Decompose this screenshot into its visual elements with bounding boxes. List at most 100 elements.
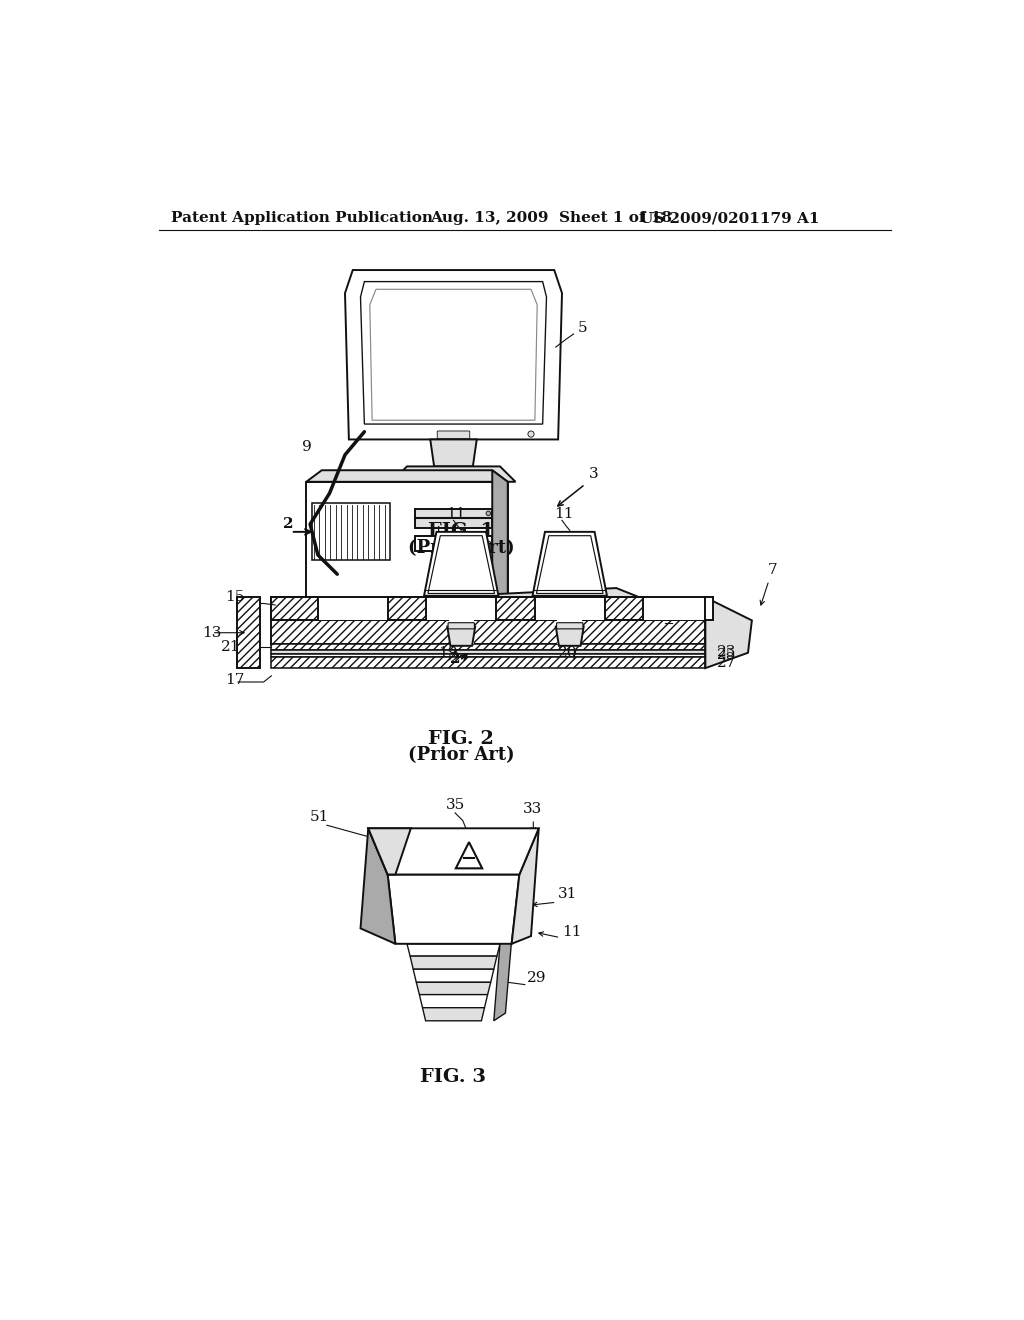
Polygon shape bbox=[410, 956, 497, 969]
Polygon shape bbox=[360, 281, 547, 424]
FancyBboxPatch shape bbox=[271, 653, 706, 657]
Polygon shape bbox=[310, 589, 640, 612]
FancyBboxPatch shape bbox=[601, 632, 617, 640]
FancyBboxPatch shape bbox=[507, 642, 523, 649]
Polygon shape bbox=[456, 842, 482, 869]
FancyBboxPatch shape bbox=[424, 623, 440, 631]
FancyBboxPatch shape bbox=[443, 623, 460, 631]
FancyBboxPatch shape bbox=[351, 642, 368, 649]
FancyBboxPatch shape bbox=[564, 642, 581, 649]
FancyBboxPatch shape bbox=[429, 642, 445, 649]
FancyBboxPatch shape bbox=[582, 632, 598, 640]
FancyBboxPatch shape bbox=[406, 623, 421, 631]
FancyBboxPatch shape bbox=[562, 632, 579, 640]
Polygon shape bbox=[423, 1007, 484, 1020]
Polygon shape bbox=[388, 874, 519, 944]
Polygon shape bbox=[420, 995, 487, 1007]
Text: 11: 11 bbox=[445, 507, 465, 521]
FancyBboxPatch shape bbox=[441, 614, 458, 622]
FancyBboxPatch shape bbox=[482, 623, 499, 631]
Polygon shape bbox=[556, 627, 584, 645]
FancyBboxPatch shape bbox=[415, 536, 493, 552]
Polygon shape bbox=[424, 532, 499, 595]
FancyBboxPatch shape bbox=[461, 614, 477, 622]
FancyBboxPatch shape bbox=[271, 649, 706, 653]
FancyBboxPatch shape bbox=[367, 623, 383, 631]
FancyBboxPatch shape bbox=[615, 614, 632, 622]
FancyBboxPatch shape bbox=[528, 651, 545, 659]
FancyBboxPatch shape bbox=[560, 623, 577, 631]
Text: 5: 5 bbox=[578, 321, 587, 335]
FancyBboxPatch shape bbox=[597, 614, 612, 622]
FancyBboxPatch shape bbox=[466, 632, 481, 640]
Text: 29: 29 bbox=[527, 972, 547, 985]
FancyBboxPatch shape bbox=[504, 632, 520, 640]
FancyBboxPatch shape bbox=[519, 614, 536, 622]
Circle shape bbox=[486, 541, 490, 545]
Text: FIG. 3: FIG. 3 bbox=[421, 1068, 486, 1086]
FancyBboxPatch shape bbox=[371, 642, 387, 649]
Text: 2: 2 bbox=[450, 652, 460, 665]
FancyBboxPatch shape bbox=[557, 623, 583, 628]
Text: 13: 13 bbox=[202, 626, 221, 640]
Text: 11: 11 bbox=[554, 507, 573, 521]
FancyBboxPatch shape bbox=[451, 651, 467, 659]
FancyBboxPatch shape bbox=[347, 623, 364, 631]
Text: (Prior Art): (Prior Art) bbox=[408, 747, 515, 764]
FancyBboxPatch shape bbox=[643, 598, 713, 619]
Polygon shape bbox=[345, 271, 562, 440]
FancyBboxPatch shape bbox=[446, 632, 463, 640]
FancyBboxPatch shape bbox=[535, 598, 604, 619]
Polygon shape bbox=[271, 620, 706, 644]
FancyBboxPatch shape bbox=[386, 623, 402, 631]
Text: 35: 35 bbox=[445, 799, 465, 812]
Text: 21: 21 bbox=[221, 640, 241, 653]
Text: FIG. 1: FIG. 1 bbox=[428, 521, 495, 540]
Text: 27: 27 bbox=[717, 656, 736, 669]
Polygon shape bbox=[494, 940, 512, 1020]
FancyBboxPatch shape bbox=[390, 642, 407, 649]
Text: US 2009/0201179 A1: US 2009/0201179 A1 bbox=[640, 211, 819, 226]
FancyBboxPatch shape bbox=[584, 642, 600, 649]
FancyBboxPatch shape bbox=[487, 642, 504, 649]
Text: 19: 19 bbox=[438, 647, 458, 660]
FancyBboxPatch shape bbox=[271, 657, 706, 668]
Polygon shape bbox=[391, 466, 515, 482]
FancyBboxPatch shape bbox=[500, 614, 516, 622]
Circle shape bbox=[486, 511, 490, 516]
FancyBboxPatch shape bbox=[502, 623, 518, 631]
FancyBboxPatch shape bbox=[412, 651, 428, 659]
FancyBboxPatch shape bbox=[426, 598, 496, 619]
FancyBboxPatch shape bbox=[449, 642, 465, 649]
FancyBboxPatch shape bbox=[470, 651, 486, 659]
FancyBboxPatch shape bbox=[427, 632, 443, 640]
Text: 31: 31 bbox=[558, 887, 578, 900]
Text: 11: 11 bbox=[562, 925, 582, 939]
FancyBboxPatch shape bbox=[449, 623, 474, 628]
FancyBboxPatch shape bbox=[580, 623, 596, 631]
FancyBboxPatch shape bbox=[402, 614, 419, 622]
FancyBboxPatch shape bbox=[349, 632, 366, 640]
Polygon shape bbox=[430, 440, 477, 466]
Text: 7: 7 bbox=[675, 610, 684, 623]
Polygon shape bbox=[306, 470, 508, 482]
Polygon shape bbox=[369, 829, 539, 874]
FancyBboxPatch shape bbox=[618, 623, 635, 631]
FancyBboxPatch shape bbox=[354, 651, 371, 659]
Text: 7: 7 bbox=[767, 564, 777, 577]
Polygon shape bbox=[306, 482, 508, 609]
FancyBboxPatch shape bbox=[271, 644, 706, 649]
Polygon shape bbox=[407, 944, 500, 956]
FancyBboxPatch shape bbox=[374, 651, 389, 659]
Polygon shape bbox=[428, 536, 495, 594]
Polygon shape bbox=[271, 597, 706, 620]
Polygon shape bbox=[706, 597, 752, 668]
Polygon shape bbox=[369, 829, 411, 874]
FancyBboxPatch shape bbox=[578, 614, 593, 622]
FancyBboxPatch shape bbox=[523, 632, 540, 640]
FancyBboxPatch shape bbox=[480, 614, 497, 622]
FancyBboxPatch shape bbox=[388, 632, 404, 640]
Polygon shape bbox=[360, 829, 395, 944]
Polygon shape bbox=[537, 536, 603, 594]
FancyBboxPatch shape bbox=[489, 651, 506, 659]
